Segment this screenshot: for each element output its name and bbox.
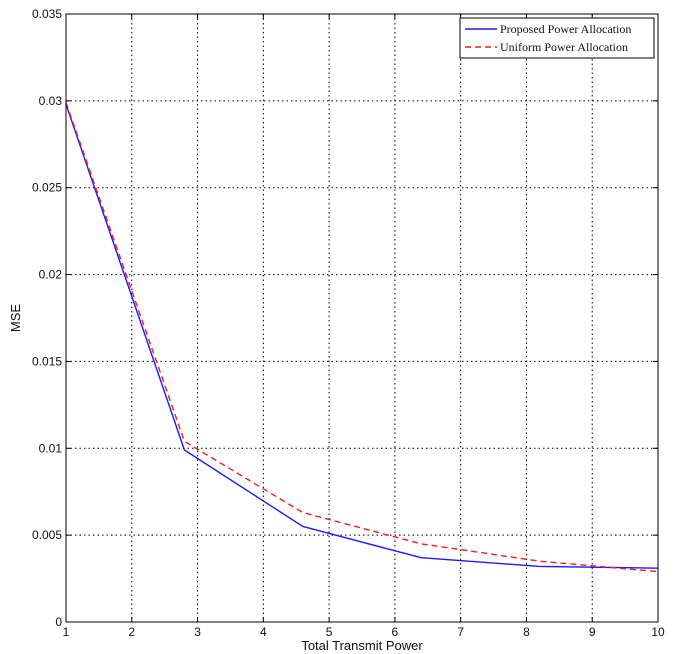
plot-area-frame [65,13,659,623]
x-tick-label: 2 [128,625,135,639]
legend-label-proposed: Proposed Power Allocation [500,22,631,36]
legend-label-uniform: Uniform Power Allocation [500,40,628,54]
x-tick-label: 9 [589,625,596,639]
axis-tick-labels: 1 2 3 4 5 6 7 8 9 10 0 0.005 0.01 0.015 0.02 0.025 0.03 0… [32,7,665,639]
y-tick-label: 0.025 [32,181,62,195]
y-tick-label: 0.03 [39,94,63,108]
x-axis-label: Total Transmit Power [301,638,423,653]
series-line-uniform [65,102,659,573]
x-tick-label: 3 [194,625,201,639]
y-tick-label: 0.005 [32,528,62,542]
y-tick-label: 0.01 [39,441,63,455]
axis-ticks [65,13,659,623]
y-axis-label: MSE [8,304,23,333]
x-tick-label: 4 [260,625,267,639]
x-tick-label: 8 [523,625,530,639]
x-tick-label: 7 [457,625,464,639]
x-tick-label: 1 [63,625,70,639]
x-tick-label: 6 [392,625,399,639]
y-tick-label: 0 [55,615,62,629]
y-tick-label: 0.035 [32,7,62,21]
x-tick-label: 5 [326,625,333,639]
grid [66,14,658,622]
legend-box [459,17,655,59]
legend: Proposed Power Allocation Uniform Power … [459,17,655,59]
series-layer [65,102,659,573]
y-tick-label: 0.015 [32,354,62,368]
y-tick-label: 0.02 [39,268,63,282]
x-tick-label: 10 [651,625,665,639]
series-line-proposed [65,104,659,569]
